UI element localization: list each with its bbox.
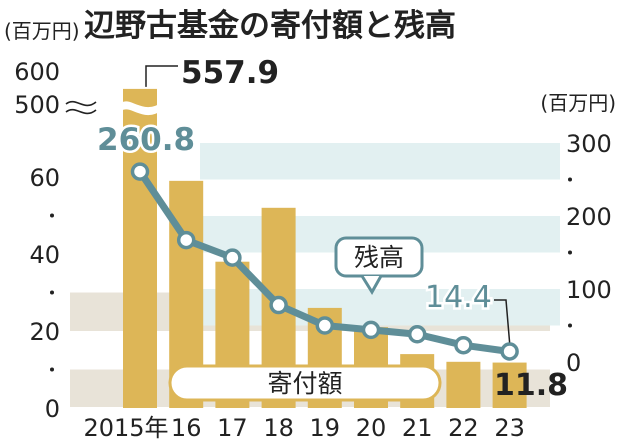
left-upper-tick-600: 600 [14, 58, 60, 86]
right-tick-100: 100 [566, 276, 612, 304]
line-label-2015: 260.8 [97, 122, 195, 158]
left-minor-dot [50, 290, 54, 295]
balance-point-19 [315, 316, 335, 335]
x-label-20: 20 [356, 414, 387, 442]
donation-series-label: 寄付額 [267, 369, 342, 398]
axis-ticks: 0 20 40 60 0 100 200 300 [29, 130, 611, 423]
balance-point-18 [269, 295, 288, 315]
x-label-19: 19 [310, 414, 341, 442]
x-label-17: 17 [217, 414, 248, 442]
tick-dots [50, 177, 572, 372]
bar-23 [492, 362, 527, 408]
x-label-22: 22 [448, 414, 479, 442]
balance-line [130, 162, 519, 361]
balance-point-2015年 [130, 162, 150, 181]
right-tick-200: 200 [566, 203, 612, 231]
right-minor-dot [568, 323, 572, 328]
right-minor-dot [568, 177, 572, 182]
balance-series-label: 残高 [354, 243, 404, 272]
balance-point-22 [454, 335, 473, 355]
donation-series-label-box [168, 364, 442, 402]
left-tick-0: 0 [45, 395, 60, 423]
balance-point-21 [407, 325, 427, 344]
balance-point-16 [176, 230, 196, 250]
right-band-50-100 [200, 289, 560, 326]
left-tick-40: 40 [29, 241, 60, 269]
x-label-21: 21 [402, 414, 433, 442]
bar-2015年 [123, 88, 157, 408]
right-axis-unit: (百万円) [540, 91, 616, 115]
axis-break-mark [65, 100, 97, 115]
chart-title: 辺野古基金の寄付額と残高 [84, 8, 456, 44]
right-tick-300: 300 [566, 130, 612, 158]
balance-point-17 [223, 248, 242, 267]
balance-label-pointer [360, 275, 383, 295]
x-label-18: 18 [263, 414, 294, 442]
x-axis-labels: 2015年 16 17 18 19 20 21 22 23 [83, 414, 524, 442]
line-label-leader [494, 299, 511, 343]
right-minor-dot [568, 250, 572, 255]
left-tick-20: 20 [29, 318, 60, 346]
bar-label-2015: 557.9 [181, 55, 279, 91]
bar-label-2023: 11.8 [494, 368, 568, 403]
x-label-2015年: 2015年 [83, 414, 168, 442]
right-band-250-300 [200, 143, 560, 180]
x-label-23: 23 [494, 414, 525, 442]
balance-point-23 [500, 342, 519, 361]
left-minor-dot [50, 367, 54, 372]
bar-label-leader [145, 65, 178, 87]
line-label-2023: 14.4 [425, 280, 492, 315]
bar-break-gap [121, 101, 159, 116]
x-label-16: 16 [171, 414, 202, 442]
left-axis-unit: (百万円) [4, 19, 80, 43]
bar-22 [446, 361, 481, 408]
left-tick-60: 60 [29, 164, 60, 192]
right-tick-0: 0 [566, 349, 581, 377]
left-minor-dot [50, 213, 54, 218]
left-upper-tick-500: 500 [14, 91, 60, 119]
balance-point-20 [361, 320, 381, 340]
